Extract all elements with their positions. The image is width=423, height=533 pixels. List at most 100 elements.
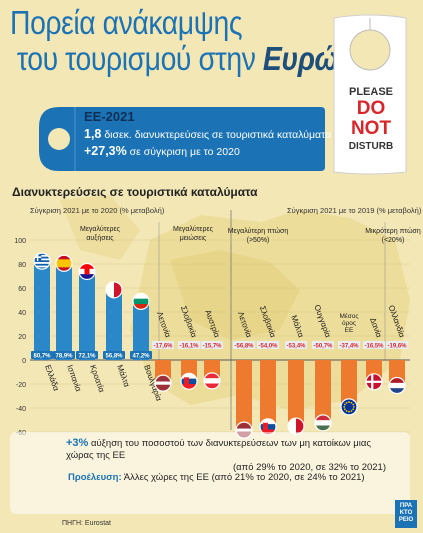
eu-box-title: ΕΕ-2021 xyxy=(84,109,135,124)
country-label: Μάλτα xyxy=(115,364,131,389)
hanger-do: DO xyxy=(356,98,386,119)
flag-croatia-icon xyxy=(78,262,96,281)
logo-line3: ΡΕΙΟ xyxy=(398,517,414,523)
country-label: Ουγγαρία xyxy=(312,303,332,339)
y-tick-label: 60 xyxy=(18,286,26,293)
group-header: Μικρότερη πτώση (<20%) xyxy=(365,227,421,244)
y-tick-label: -40 xyxy=(16,406,26,413)
country-label: Μέσος όρος ΕΕ xyxy=(339,312,358,334)
group-header: Μεγαλύτερη πτώση (>50%) xyxy=(228,227,289,244)
hanger-not: NOT xyxy=(350,118,392,139)
title-line2: του τουρισμού στην Ευρώπη xyxy=(10,40,375,77)
bar-bulgaria xyxy=(133,303,149,360)
title-line1: Πορεία ανάκαμψης xyxy=(10,4,243,41)
y-tick-label: 20 xyxy=(18,334,26,341)
flag-hungary-icon xyxy=(314,414,332,432)
country-label: Κροατία xyxy=(88,364,106,394)
note2-label: Προέλευση: xyxy=(68,472,122,483)
value-label-bg xyxy=(130,351,152,359)
flag-denmark-icon xyxy=(365,373,383,391)
bar-croatia xyxy=(79,273,95,360)
y-tick-label: 100 xyxy=(14,238,26,245)
country-label: Λετονία xyxy=(155,310,173,339)
eu-box-line1: 1,8 δισεκ. διανυκτερεύσεις σε τουριστικά… xyxy=(84,127,331,141)
value-label-bg xyxy=(31,351,53,359)
flag-austria-icon xyxy=(203,372,221,390)
country-label: Δανία xyxy=(368,316,384,339)
y-tick-label: 0 xyxy=(22,358,26,365)
logo-line2: ΚΤΟ xyxy=(399,510,413,516)
bar-hungary xyxy=(315,360,331,421)
group-header: Μεγαλύτερες αυξήσεις xyxy=(80,225,121,242)
country-label: Σλοβακία xyxy=(258,305,278,339)
bar-malta xyxy=(106,291,122,360)
flag-netherlands-icon xyxy=(388,376,406,395)
y-tick-label: 40 xyxy=(18,310,26,317)
value-label-bg xyxy=(386,341,408,349)
value-label: -17,6% xyxy=(153,344,173,350)
value-label: 80,7% xyxy=(33,354,51,360)
value-label-bg xyxy=(233,341,255,349)
note-origin: Προέλευση: Άλλες χώρες της ΕΕ (από 21% τ… xyxy=(68,472,388,484)
flag-malta-icon xyxy=(105,281,123,299)
value-label-bg xyxy=(285,341,307,349)
country-label: Σλοβακία xyxy=(179,305,199,339)
value-label: -16,1% xyxy=(179,344,199,350)
value-label: -19,6% xyxy=(387,344,407,350)
country-label: Μάλτα xyxy=(289,314,305,339)
country-label: Ισπανία xyxy=(65,364,83,393)
overnights-bar-chart: 100806040200-20-40-60Μεγαλύτερεςαυξήσεις… xyxy=(14,210,421,439)
bar-greece xyxy=(34,263,50,360)
note1-text: αύξηση του ποσοστού των διανυκτερεύσεων … xyxy=(66,438,371,461)
eu-box-line2: +27,3% σε σύγκριση με το 2020 xyxy=(84,144,240,158)
logo-line1: ΠΡΑ xyxy=(399,503,413,509)
value-label-bg xyxy=(312,341,334,349)
eu-overnights-value: 1,8 xyxy=(84,127,102,141)
hanger-please: PLEASE xyxy=(348,86,393,98)
value-label-bg xyxy=(201,341,223,349)
eu-summary-box xyxy=(39,107,325,171)
value-label-bg xyxy=(152,341,174,349)
flag-bulgaria-icon xyxy=(132,292,150,310)
country-label: Ολλανδία xyxy=(387,304,407,339)
eu-change-text: σε σύγκριση με το 2020 xyxy=(129,146,240,158)
value-label: -53,4% xyxy=(286,344,306,350)
chart-subtitle-left: Σύγκριση 2021 με το 2020 (% μεταβολή) xyxy=(30,206,165,215)
country-label: Αυστρία xyxy=(203,309,221,339)
value-label-bg xyxy=(338,341,360,349)
value-label: 72,1% xyxy=(78,354,96,360)
page-title: Πορεία ανάκαμψης του τουρισμού στην Ευρώ… xyxy=(10,6,374,75)
value-label-bg xyxy=(178,341,200,349)
door-hanger-icon xyxy=(333,14,407,175)
value-label: 56,8% xyxy=(105,354,123,360)
value-label: -50,7% xyxy=(313,344,333,350)
source-credit: ΠΗΓΗ: Eurostat xyxy=(62,520,111,527)
value-label-bg xyxy=(257,341,279,349)
value-label: 47,2% xyxy=(132,354,150,360)
group-header: Μεγαλύτερες μειώσεις xyxy=(173,225,214,242)
flag-greece-icon xyxy=(33,252,51,270)
y-tick-label: 80 xyxy=(18,262,26,269)
bar-eu xyxy=(341,360,357,405)
value-label: -16,5% xyxy=(364,344,384,350)
notes-panel xyxy=(10,432,410,514)
flag-spain-icon xyxy=(55,254,73,272)
flag-slovakia-icon xyxy=(180,372,198,390)
title-line2-a: του τουρισμού στην xyxy=(16,40,256,77)
value-label: -15,7% xyxy=(202,344,222,350)
value-label: -37,4% xyxy=(339,344,359,350)
chart-title: Διανυκτερεύσεις σε τουριστικά καταλύματα xyxy=(12,185,258,199)
publisher-logo: ΠΡΑ ΚΤΟ ΡΕΙΟ xyxy=(395,500,417,528)
hanger-disturb: DISTURB xyxy=(348,141,394,152)
note-nonresidents: +3% αύξηση του ποσοστού των διανυκτερεύσ… xyxy=(66,437,386,474)
value-label: -56,8% xyxy=(234,344,254,350)
y-tick-label: -20 xyxy=(16,382,26,389)
country-label: Ελλάδα xyxy=(43,364,61,393)
note1-value: +3% xyxy=(66,437,89,449)
eu-overnights-text: δισεκ. διανυκτερεύσεις σε τουριστικά κατ… xyxy=(104,129,332,141)
value-label-bg xyxy=(103,351,125,359)
country-label: Λετονία xyxy=(236,310,254,339)
note1-detail: (από 29% το 2020, σε 32% το 2021) xyxy=(233,462,386,473)
value-label: 78,9% xyxy=(55,354,73,360)
bar-spain xyxy=(56,265,72,360)
